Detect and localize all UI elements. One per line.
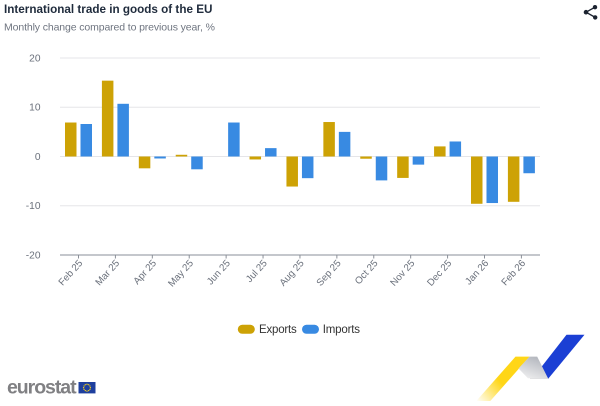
svg-text:Exports: Exports <box>259 324 297 336</box>
svg-text:-20: -20 <box>26 250 41 261</box>
svg-text:Imports: Imports <box>323 324 360 336</box>
svg-text:-10: -10 <box>26 201 41 212</box>
svg-text:0: 0 <box>35 152 41 163</box>
svg-text:20: 20 <box>29 53 41 64</box>
svg-text:eurostat: eurostat <box>7 376 77 398</box>
svg-text:Monthly change compared to pre: Monthly change compared to previous year… <box>4 22 215 34</box>
svg-text:International trade in goods o: International trade in goods of the EU <box>4 3 212 16</box>
svg-text:10: 10 <box>29 103 41 114</box>
